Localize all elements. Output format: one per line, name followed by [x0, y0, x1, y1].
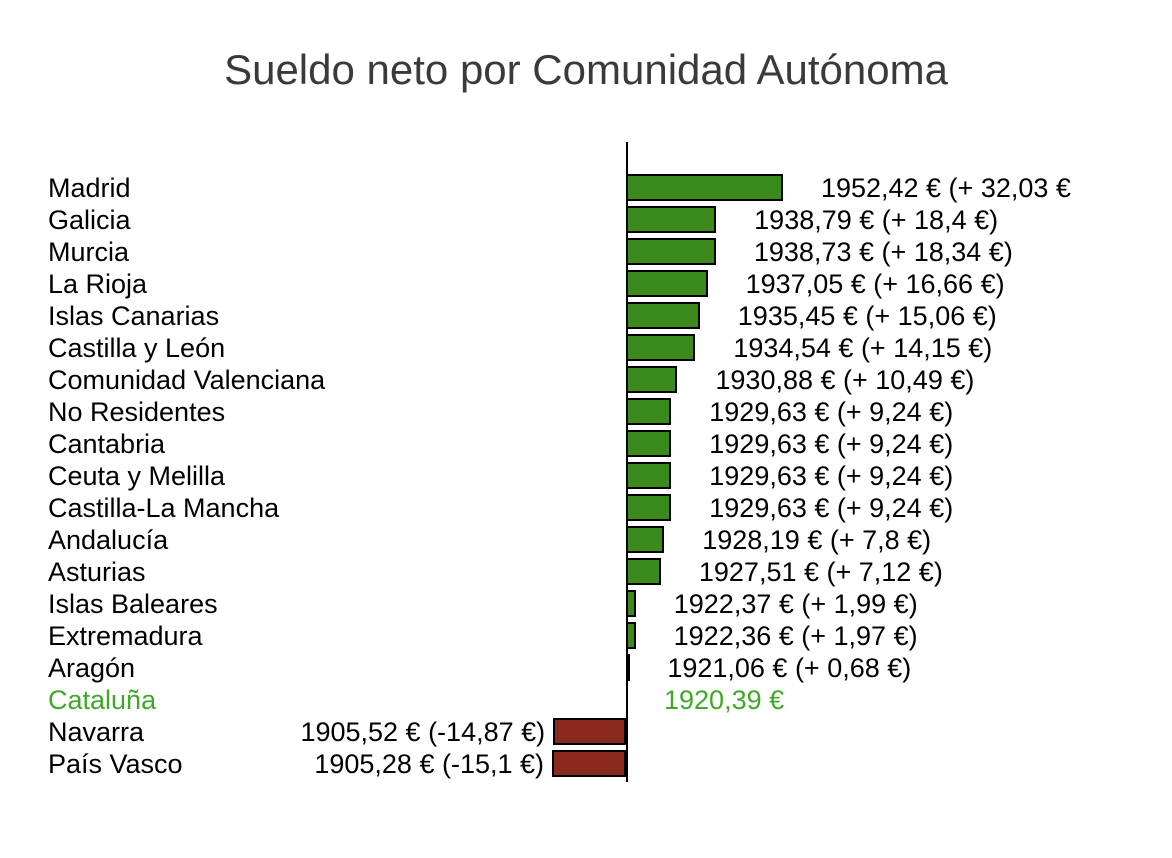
category-label: Comunidad Valenciana	[48, 364, 325, 396]
chart-row: Cantabria 1929,63 € (+ 9,24 €)	[0, 428, 1172, 460]
bar-positive	[626, 334, 695, 361]
value-label: 1952,42 € (+ 32,03 €	[821, 172, 1071, 204]
category-label: Islas Canarias	[48, 300, 219, 332]
chart-row: Comunidad Valenciana 1930,88 € (+ 10,49 €…	[0, 364, 1172, 396]
bar-positive	[626, 398, 671, 425]
category-label: Asturias	[48, 556, 146, 588]
chart-row: Andalucía 1928,19 € (+ 7,8 €)	[0, 524, 1172, 556]
bar-positive	[626, 366, 677, 393]
chart-row: Ceuta y Melilla 1929,63 € (+ 9,24 €)	[0, 460, 1172, 492]
category-label: No Residentes	[48, 396, 225, 428]
chart-row: No Residentes 1929,63 € (+ 9,24 €)	[0, 396, 1172, 428]
chart-area: Madrid 1952,42 € (+ 32,03 € Galicia 1938,79…	[0, 142, 1172, 822]
value-label: 1928,19 € (+ 7,8 €)	[702, 524, 931, 556]
chart-title: Sueldo neto por Comunidad Autónoma	[0, 46, 1172, 94]
value-label: 1935,45 € (+ 15,06 €)	[738, 300, 997, 332]
value-label: 1927,51 € (+ 7,12 €)	[699, 556, 943, 588]
bar-positive	[626, 206, 716, 233]
value-label: 1930,88 € (+ 10,49 €)	[715, 364, 974, 396]
bar-positive	[626, 238, 716, 265]
chart-row: Galicia 1938,79 € (+ 18,4 €)	[0, 204, 1172, 236]
chart-row: Cataluña 1920,39 €	[0, 684, 1172, 716]
category-label: Castilla y León	[48, 332, 225, 364]
chart-row: Castilla y León 1934,54 € (+ 14,15 €)	[0, 332, 1172, 364]
category-label: Aragón	[48, 652, 135, 684]
chart-row: Extremadura 1922,36 € (+ 1,97 €)	[0, 620, 1172, 652]
chart-row: La Rioja 1937,05 € (+ 16,66 €)	[0, 268, 1172, 300]
value-label: 1922,37 € (+ 1,99 €)	[674, 588, 918, 620]
category-label: País Vasco	[48, 748, 183, 780]
bar-positive	[626, 462, 671, 489]
bar-positive	[626, 590, 636, 617]
value-label: 1938,73 € (+ 18,34 €)	[754, 236, 1013, 268]
bar-positive	[626, 622, 636, 649]
value-label: 1920,39 €	[664, 684, 784, 716]
chart-row: Murcia 1938,73 € (+ 18,34 €)	[0, 236, 1172, 268]
category-label: Navarra	[48, 716, 144, 748]
bar-positive	[626, 494, 671, 521]
bar-positive	[626, 558, 661, 585]
value-label: 1929,63 € (+ 9,24 €)	[709, 396, 953, 428]
bar-positive	[626, 526, 664, 553]
value-label: 1922,36 € (+ 1,97 €)	[674, 620, 918, 652]
bar-positive	[626, 654, 630, 681]
category-label: Galicia	[48, 204, 131, 236]
value-label: 1934,54 € (+ 14,15 €)	[733, 332, 992, 364]
category-label: Ceuta y Melilla	[48, 460, 225, 492]
chart-row: País Vasco 1905,28 € (-15,1 €)	[0, 748, 1172, 780]
bar-positive	[626, 302, 700, 329]
bar-negative	[552, 750, 626, 777]
category-label: Islas Baleares	[48, 588, 218, 620]
value-label: 1929,63 € (+ 9,24 €)	[709, 460, 953, 492]
category-label: Extremadura	[48, 620, 203, 652]
chart-row: Aragón 1921,06 € (+ 0,68 €)	[0, 652, 1172, 684]
chart-row: Islas Canarias 1935,45 € (+ 15,06 €)	[0, 300, 1172, 332]
value-label: 1921,06 € (+ 0,68 €)	[667, 652, 911, 684]
category-label: La Rioja	[48, 268, 147, 300]
category-label: Cataluña	[48, 684, 156, 716]
chart-row: Madrid 1952,42 € (+ 32,03 €	[0, 172, 1172, 204]
chart-row: Navarra 1905,52 € (-14,87 €)	[0, 716, 1172, 748]
bar-positive	[626, 430, 671, 457]
category-label: Murcia	[48, 236, 129, 268]
category-label: Castilla-La Mancha	[48, 492, 279, 524]
value-label: 1929,63 € (+ 9,24 €)	[709, 492, 953, 524]
chart-row: Castilla-La Mancha 1929,63 € (+ 9,24 €)	[0, 492, 1172, 524]
value-label: 1929,63 € (+ 9,24 €)	[709, 428, 953, 460]
bar-positive	[626, 174, 783, 201]
value-label: 1905,28 € (-15,1 €)	[314, 748, 544, 780]
value-label: 1937,05 € (+ 16,66 €)	[746, 268, 1005, 300]
category-label: Cantabria	[48, 428, 165, 460]
bar-negative	[553, 718, 626, 745]
value-label: 1938,79 € (+ 18,4 €)	[754, 204, 998, 236]
bar-positive	[626, 270, 708, 297]
category-label: Madrid	[48, 172, 131, 204]
chart-row: Islas Baleares 1922,37 € (+ 1,99 €)	[0, 588, 1172, 620]
category-label: Andalucía	[48, 524, 168, 556]
value-label: 1905,52 € (-14,87 €)	[300, 716, 545, 748]
chart-row: Asturias 1927,51 € (+ 7,12 €)	[0, 556, 1172, 588]
